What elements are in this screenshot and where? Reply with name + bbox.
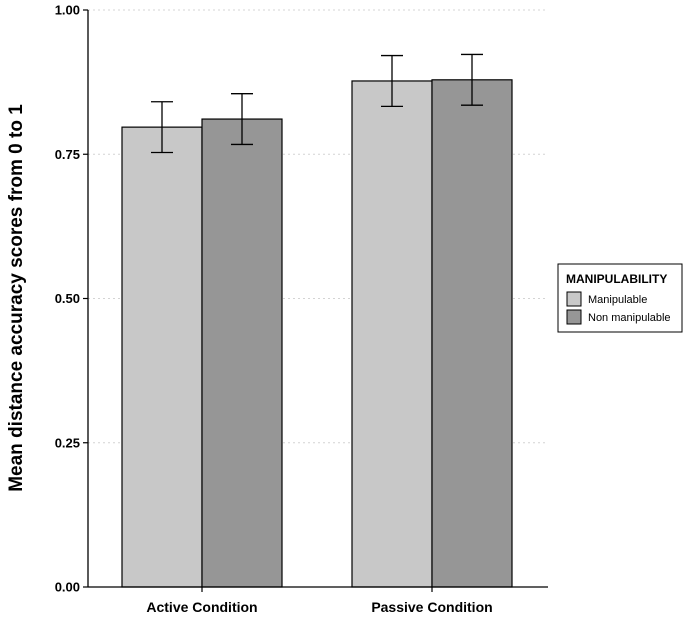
x-tick-label: Active Condition <box>146 599 257 615</box>
y-tick-label: 0.50 <box>55 291 80 306</box>
error-bar-passive-condition-non-manipulable <box>461 53 483 106</box>
y-axis-ticks: 0.00 0.25 0.50 0.75 1.00 <box>55 3 88 595</box>
bar-passive-condition-non-manipulable <box>431 79 513 588</box>
bar-passive-condition-manipulable <box>351 80 433 588</box>
y-axis-label: Mean distance accuracy scores from 0 to … <box>6 104 27 492</box>
error-bars <box>151 53 483 154</box>
x-tick-label: Passive Condition <box>371 599 492 615</box>
legend-swatch-non-manipulable <box>566 309 582 325</box>
error-bar-active-condition-non-manipulable <box>231 93 253 146</box>
y-tick-label: 1.00 <box>55 3 80 18</box>
error-bar-passive-condition-manipulable <box>381 54 403 108</box>
legend-swatch-manipulable <box>566 291 582 307</box>
legend-label-non-manipulable: Non manipulable <box>588 312 671 324</box>
y-tick-label: 0.00 <box>55 580 80 595</box>
legend: MANIPULABILITY Manipulable Non manipulable <box>557 263 683 333</box>
x-axis-ticks: Active Condition Passive Condition <box>146 587 493 615</box>
y-tick-label: 0.25 <box>55 435 80 450</box>
bar-active-condition-non-manipulable <box>201 118 283 588</box>
y-tick-label: 0.75 <box>55 147 80 162</box>
bar-active-condition-manipulable <box>121 126 203 588</box>
error-bar-active-condition-manipulable <box>151 101 173 154</box>
legend-title: MANIPULABILITY <box>566 272 667 286</box>
bars <box>121 79 513 588</box>
legend-label-manipulable: Manipulable <box>588 294 647 306</box>
